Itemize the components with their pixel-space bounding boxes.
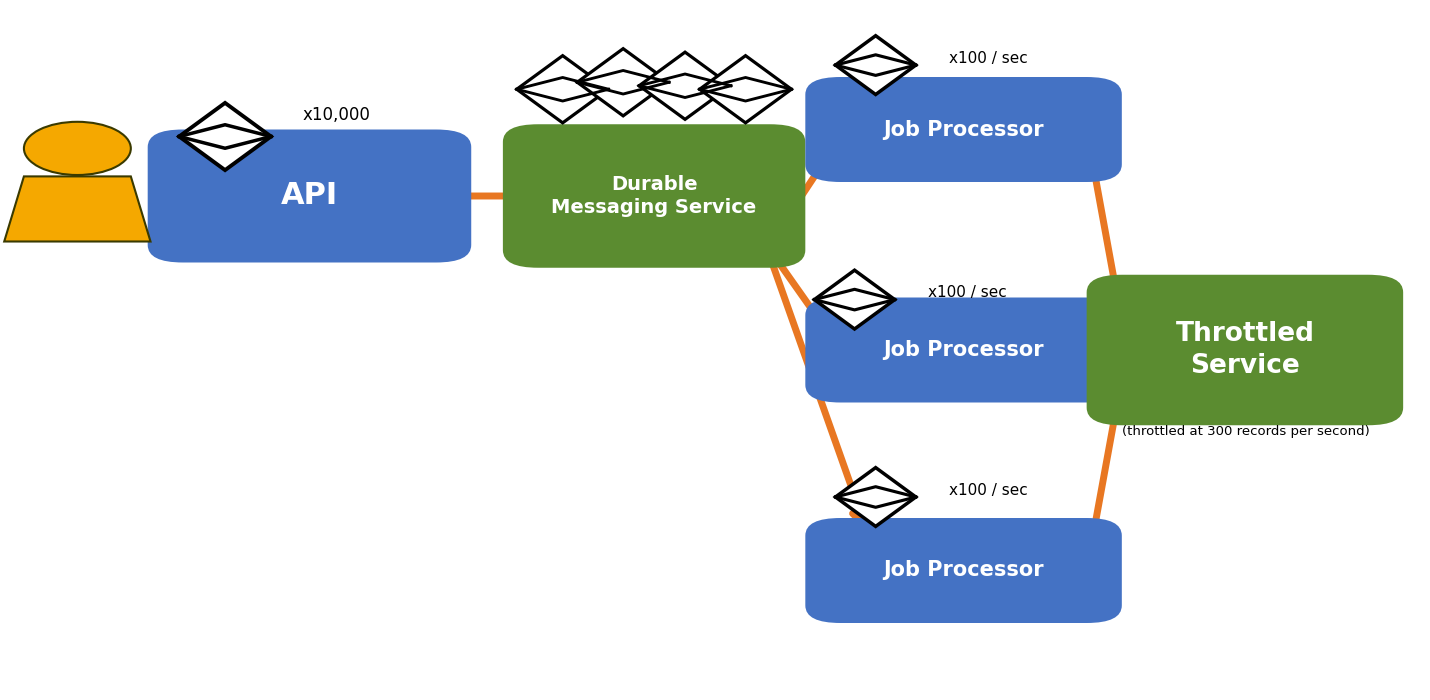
Text: Job Processor: Job Processor (884, 561, 1044, 580)
Circle shape (24, 122, 130, 175)
Polygon shape (699, 56, 791, 123)
Text: Throttled
Service: Throttled Service (1175, 321, 1314, 379)
Text: (throttled at 300 records per second): (throttled at 300 records per second) (1121, 425, 1370, 438)
Polygon shape (835, 36, 915, 94)
Polygon shape (639, 52, 731, 119)
Text: Job Processor: Job Processor (884, 340, 1044, 360)
FancyBboxPatch shape (805, 77, 1121, 182)
Polygon shape (814, 270, 895, 329)
FancyBboxPatch shape (503, 125, 805, 268)
Text: x100 / sec: x100 / sec (948, 50, 1028, 66)
Text: API: API (280, 181, 337, 211)
Polygon shape (578, 49, 669, 116)
FancyBboxPatch shape (805, 298, 1121, 402)
Polygon shape (4, 176, 150, 242)
Polygon shape (835, 468, 915, 526)
Polygon shape (179, 103, 270, 170)
FancyBboxPatch shape (805, 518, 1121, 623)
Text: x100 / sec: x100 / sec (928, 285, 1007, 300)
FancyBboxPatch shape (1087, 275, 1403, 425)
Text: Job Processor: Job Processor (884, 120, 1044, 139)
Text: x100 / sec: x100 / sec (948, 482, 1028, 498)
Text: x10,000: x10,000 (302, 106, 370, 125)
FancyBboxPatch shape (147, 130, 472, 262)
Text: Durable
Messaging Service: Durable Messaging Service (552, 175, 756, 217)
Polygon shape (516, 56, 609, 123)
